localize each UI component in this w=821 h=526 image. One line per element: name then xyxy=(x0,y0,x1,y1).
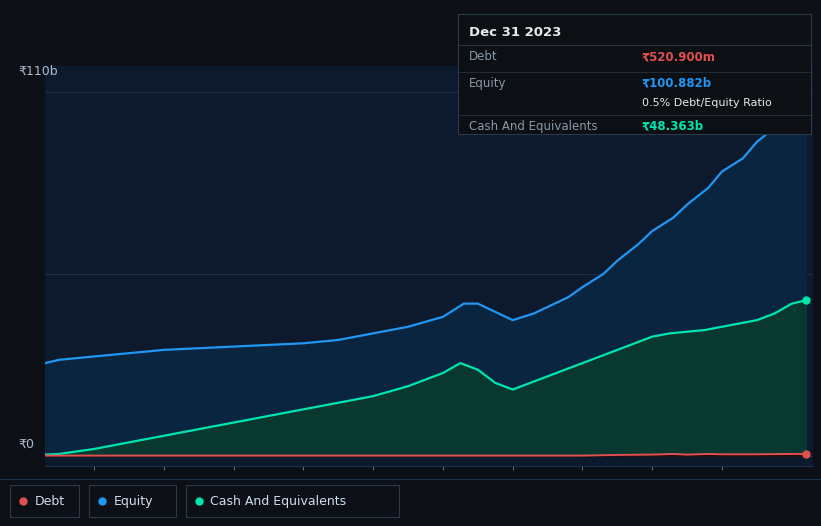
Text: Equity: Equity xyxy=(113,494,153,508)
Bar xyxy=(10,484,79,517)
Text: ₹0: ₹0 xyxy=(18,438,34,451)
Text: ₹100.882b: ₹100.882b xyxy=(642,77,712,89)
Text: Dec 31 2023: Dec 31 2023 xyxy=(469,26,561,39)
Text: ₹520.900m: ₹520.900m xyxy=(642,50,716,63)
Text: Equity: Equity xyxy=(469,77,507,89)
Text: Cash And Equivalents: Cash And Equivalents xyxy=(469,120,598,133)
Text: Cash And Equivalents: Cash And Equivalents xyxy=(210,494,346,508)
Text: Debt: Debt xyxy=(34,494,65,508)
Bar xyxy=(186,484,399,517)
Text: ₹110b: ₹110b xyxy=(18,65,57,77)
Bar xyxy=(89,484,176,517)
Text: 0.5% Debt/Equity Ratio: 0.5% Debt/Equity Ratio xyxy=(642,98,772,108)
Text: Debt: Debt xyxy=(469,50,498,63)
Text: ₹48.363b: ₹48.363b xyxy=(642,120,704,133)
